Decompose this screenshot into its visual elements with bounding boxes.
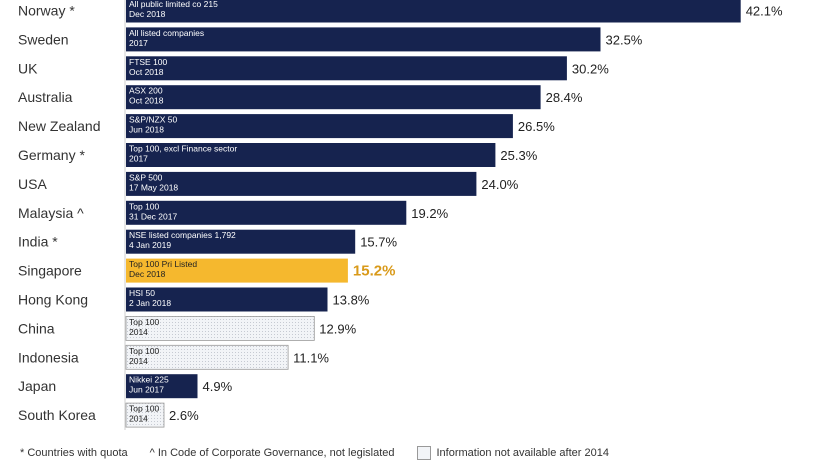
legend-na-swatch [416, 446, 431, 460]
bar-note: Top 100, excl Finance sector [129, 144, 237, 154]
bar [126, 258, 348, 283]
value-label: 4.9% [203, 379, 233, 394]
legend: * Countries with quota ^ In Code of Corp… [20, 446, 609, 460]
category-label: Sweden [18, 31, 69, 47]
bar [125, 344, 289, 370]
category-label: USA [18, 176, 47, 192]
bar [126, 287, 328, 312]
bar-note: ASX 200 [129, 86, 163, 96]
value-label: 2.6% [169, 408, 199, 423]
category-label: India * [18, 234, 58, 250]
bar [126, 229, 356, 254]
value-label: 13.8% [333, 293, 370, 308]
bar-note: 2014 [129, 414, 148, 424]
bar-note: Dec 2018 [129, 9, 166, 19]
bar-note: NSE listed companies 1,792 [129, 230, 236, 240]
value-label: 15.7% [360, 235, 397, 250]
category-label: New Zealand [18, 118, 101, 134]
bar-note: Jun 2018 [129, 125, 164, 135]
bar [126, 27, 601, 52]
legend-na: Information not available after 2014 [436, 447, 609, 459]
value-label: 26.5% [518, 119, 555, 134]
bar-note: 2014 [129, 356, 148, 366]
category-label: Australia [18, 89, 73, 105]
bar-note: Top 100 [129, 346, 160, 356]
bar-note: 17 May 2018 [129, 182, 178, 192]
value-label: 24.0% [481, 177, 518, 192]
value-label: 28.4% [546, 90, 583, 105]
bar-note: Top 100 [129, 201, 160, 211]
value-label: 11.1% [293, 350, 329, 365]
bar-note: 2017 [129, 154, 148, 164]
bar-note: Top 100 [129, 404, 160, 414]
category-label: Hong Kong [18, 292, 88, 308]
bar-note: 2014 [129, 327, 148, 337]
category-label: Singapore [18, 263, 82, 279]
bar [126, 56, 567, 81]
bar [126, 171, 477, 196]
bar [125, 402, 165, 428]
bar-note: HSI 50 [129, 288, 155, 298]
bar-note: Jun 2017 [129, 385, 164, 395]
bar [126, 0, 741, 23]
category-label: South Korea [18, 407, 96, 423]
category-label: Japan [18, 378, 56, 394]
bar-note: Oct 2018 [129, 96, 164, 106]
bar-note: Top 100 Pri Listed [129, 259, 197, 269]
bar [126, 143, 496, 167]
category-label: China [18, 320, 55, 336]
category-label: Malaysia ^ [18, 205, 84, 221]
category-label: Indonesia [18, 349, 79, 365]
bar [126, 200, 407, 225]
category-label: Germany * [18, 147, 85, 163]
legend-quota: * Countries with quota [20, 447, 128, 459]
bar [125, 315, 315, 341]
bar-note: 4 Jan 2019 [129, 240, 171, 250]
bar-note: S&P 500 [129, 172, 163, 182]
value-label: 25.3% [500, 148, 537, 163]
value-label: 32.5% [606, 32, 643, 47]
bar-note: Dec 2018 [129, 269, 166, 279]
bar [126, 374, 198, 399]
bar-note: Nikkei 225 [129, 375, 169, 385]
bar-note: All listed companies [129, 28, 204, 38]
legend-code: ^ In Code of Corporate Governance, not l… [149, 447, 395, 459]
value-label: 30.2% [572, 61, 609, 76]
value-label: 15.2% [353, 263, 396, 280]
bar-note: FTSE 100 [129, 57, 168, 67]
bar [126, 114, 513, 139]
category-label: Norway * [18, 3, 75, 19]
bar-note: 2017 [129, 38, 148, 48]
value-label: 19.2% [411, 206, 448, 221]
bar-note: 31 Dec 2017 [129, 211, 177, 221]
bar-note: 2 Jan 2018 [129, 298, 171, 308]
bar-note: Oct 2018 [129, 67, 164, 77]
value-label: 12.9% [319, 321, 356, 336]
bar [126, 85, 541, 110]
bar-note: All public limited co 215 [129, 0, 218, 9]
value-label: 42.1% [746, 4, 783, 19]
bar-note: Top 100 [129, 317, 160, 327]
bar-note: S&P/NZX 50 [129, 115, 177, 125]
category-label: UK [18, 60, 38, 76]
